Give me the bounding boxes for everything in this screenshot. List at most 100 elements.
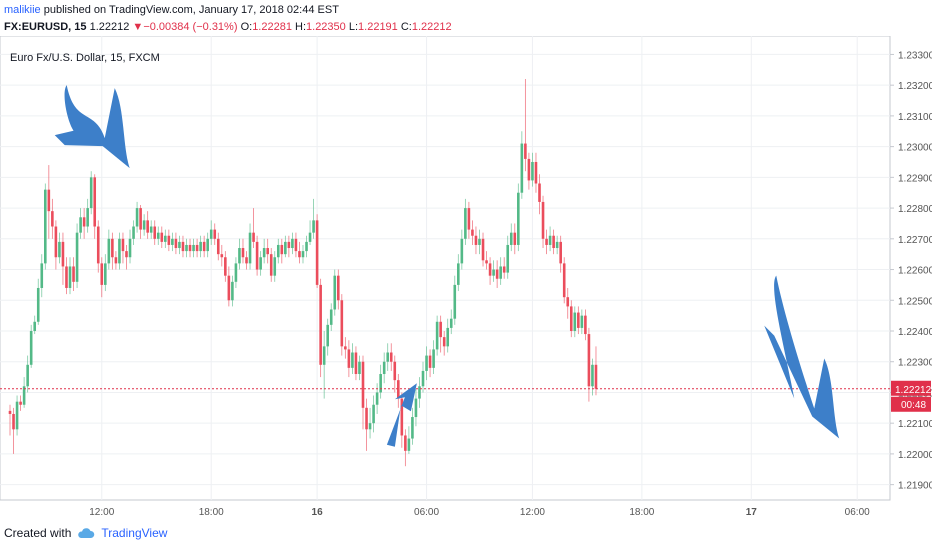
candle-body [280,244,284,255]
candle-body [12,413,15,430]
candle-body [269,254,273,276]
footer: Created with TradingView [4,526,167,540]
candle-body [58,241,61,258]
drawing-annotations[interactable] [54,85,840,447]
candle-body [185,244,188,252]
candle-body [368,423,372,430]
candle-body [238,248,241,264]
symbol-label[interactable]: FX:EURUSD, 15 [4,21,87,33]
candle-body [54,226,58,258]
candle-body [245,257,248,264]
candle-body [446,327,450,347]
candle-body [181,241,185,252]
price-tick-label: 1.22800 [898,204,932,215]
price-chart[interactable]: 1.219001.220001.221001.222001.223001.224… [0,36,932,520]
candle-body [22,386,26,405]
candle-body [375,392,379,405]
candle-body [414,398,418,418]
candle-body [308,232,312,242]
candle-body [467,208,471,230]
candle-body [47,189,51,212]
candle-body [231,281,234,301]
high-label: H: [295,21,307,33]
candle-body [111,238,114,258]
plot-area[interactable] [0,36,891,501]
candle-body [104,263,107,285]
candle-body [502,266,506,273]
candle-body [266,248,269,255]
candle-body [577,312,580,328]
publish-line: malikiie published on TradingView.com, J… [4,4,339,16]
candle-body [51,211,54,227]
candle-body [393,361,397,381]
candle-body [174,238,178,249]
candle-body [224,257,227,276]
candle-body [545,238,548,245]
time-tick-label: 18:00 [199,507,224,518]
candle-body [107,238,111,264]
candle-body [460,238,464,264]
candle-body [421,370,425,387]
close-label: C: [400,21,412,33]
candle-body [128,238,132,258]
candle-body [79,217,82,233]
candle-body [453,284,457,319]
candle-body [587,334,591,387]
candle-body [96,226,100,264]
time-tick-label: 12:00 [89,507,114,518]
candle-body [262,248,266,258]
time-tick-label: 18:00 [629,507,654,518]
candle-body [178,241,181,249]
candle-body [273,257,277,276]
candle-body [548,235,552,245]
time-tick-label: 06:00 [414,507,439,518]
price-tick-label: 1.22300 [898,358,932,369]
candle-body [552,235,555,249]
candle-body [287,241,291,249]
candle-body [379,374,382,393]
candle-body [209,229,213,239]
candle-body [146,220,149,233]
candle-body [167,235,171,245]
price-axis[interactable]: 1.219001.220001.221001.222001.223001.224… [890,50,932,492]
price-tick-label: 1.22100 [898,419,932,430]
candle-body [534,161,538,184]
chart-title: Euro Fx/U.S. Dollar, 15, FXCM [10,52,160,64]
candle-body [336,275,340,301]
time-axis[interactable]: 12:00 18:00 16 06:00 12:00 18:00 17 06:00 [89,507,870,518]
candle-body [527,158,531,181]
candle-body [192,244,195,252]
down-triangle-icon: ▼ [132,21,144,33]
candle-body [199,241,202,252]
candle-body [142,220,146,230]
candle-body [298,251,301,258]
published-info: published on TradingView.com, January 17… [43,4,339,16]
price-change: −0.00384 (−0.31%) [143,21,238,33]
candle-body [93,177,97,227]
candle-body [365,407,368,430]
countdown-tag [891,396,931,412]
candle-body [344,346,347,350]
candle-body [520,143,524,193]
tradingview-brand[interactable]: TradingView [101,526,168,540]
candle-body [227,275,231,301]
candle-body [492,269,495,276]
candle-body [188,244,192,252]
candle-body [432,349,435,368]
candle-body [291,238,294,249]
author-link[interactable]: malikiie [4,4,41,16]
open-label: O: [240,21,253,33]
symbol-line: FX:EURUSD, 15 1.22212 ▼−0.00384 (−0.31%)… [4,21,452,33]
price-tick-label: 1.21900 [898,481,932,492]
candle-body [329,309,333,325]
candle-body [259,257,262,270]
candle-body [495,269,499,279]
candle-body [19,401,22,405]
price-tick-label: 1.22500 [898,296,932,307]
candle-body [407,438,411,451]
candle-body [255,241,259,270]
candle-body [315,220,319,285]
candle-body [135,208,139,227]
candle-body [160,232,164,242]
candle-body [213,229,217,239]
